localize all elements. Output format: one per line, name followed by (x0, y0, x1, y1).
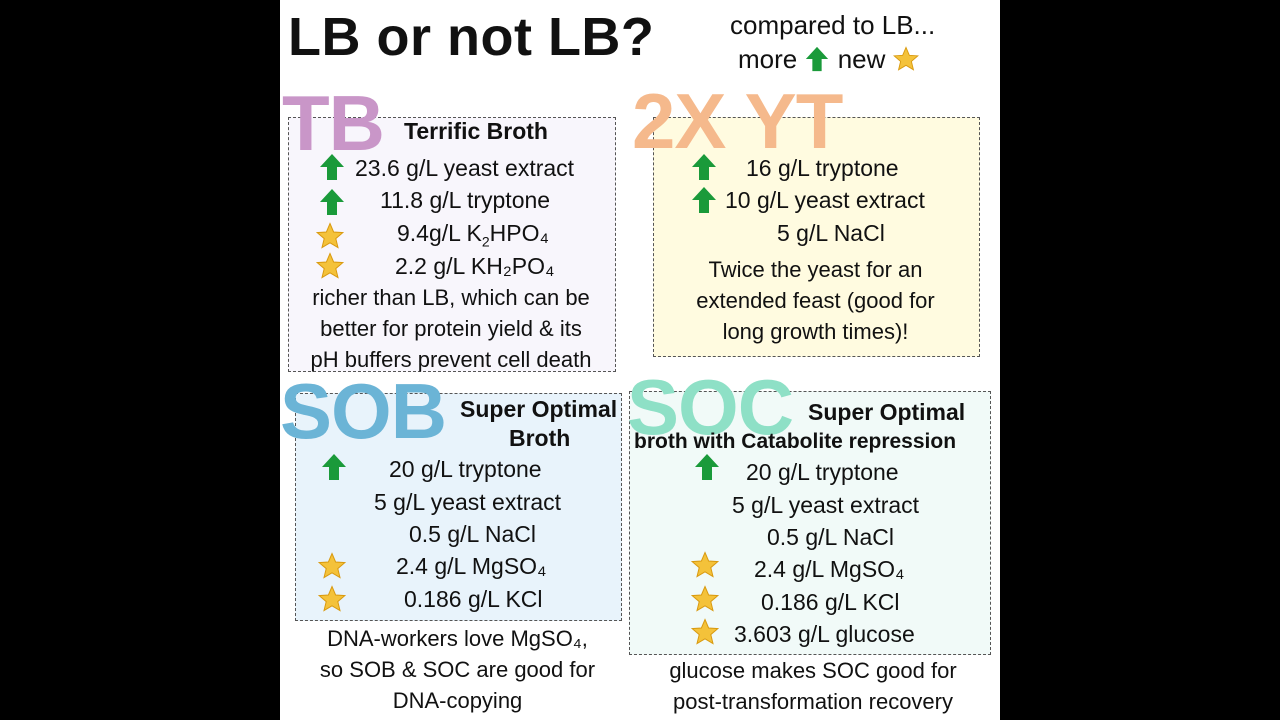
soc-item: 0.5 g/L NaCl (767, 524, 894, 550)
green-up-arrow-icon (318, 188, 346, 216)
soc-name-line2: broth with Catabolite repression (634, 430, 957, 453)
green-up-arrow-icon (690, 186, 718, 214)
tb-item: 23.6 g/L yeast extract (355, 155, 575, 181)
yt-box (653, 117, 980, 357)
sob-item: 2.4 g/L MgSO₄ (396, 553, 547, 579)
sob-item: 0.186 g/L KCl (404, 586, 543, 612)
green-up-arrow-icon (320, 453, 348, 481)
sob-name-line1: Super Optimal (460, 396, 618, 422)
tb-item: 2.2 g/L KH₂PO₄ (395, 253, 555, 279)
soc-box (629, 391, 991, 655)
green-up-arrow-icon (804, 46, 830, 72)
soc-item: 5 g/L yeast extract (732, 492, 920, 518)
sob-item: 0.5 g/L NaCl (409, 521, 536, 547)
yt-item: 16 g/L tryptone (746, 155, 899, 181)
sob-box (295, 393, 622, 621)
gold-star-icon (893, 46, 919, 72)
green-up-arrow-icon (693, 453, 721, 481)
gold-star-icon (691, 551, 719, 579)
yt-item: 10 g/L yeast extract (725, 187, 925, 213)
tb-description: richer than LB, which can be better for p… (310, 285, 592, 372)
sob-name-line2: Broth (509, 425, 571, 451)
soc-name-line1: Super Optimal (808, 399, 966, 425)
soc-item: 20 g/L tryptone (746, 459, 899, 485)
soc-big-label: SOC (627, 363, 794, 451)
gold-star-icon (318, 585, 346, 613)
legend-more-label: more (738, 44, 798, 74)
gold-star-icon (318, 552, 346, 580)
legend-row: more new (738, 44, 919, 75)
tb-item: 11.8 g/L tryptone (380, 187, 551, 213)
legend-caption: compared to LB... (730, 10, 936, 40)
soc-item: 2.4 g/L MgSO₄ (754, 556, 905, 582)
yt-item: 5 g/L NaCl (777, 220, 885, 246)
sob-item: 5 g/L yeast extract (374, 489, 562, 515)
sob-note: DNA-workers love MgSO₄, so SOB & SOC are … (319, 626, 596, 713)
yt-description: Twice the yeast for an extended feast (go… (696, 257, 935, 344)
sob-big-label: SOB (280, 367, 447, 455)
soc-item: 0.186 g/L KCl (761, 589, 900, 615)
tb-big-label: TB (282, 79, 385, 167)
gold-star-icon (691, 585, 719, 613)
green-up-arrow-icon (318, 153, 346, 181)
gold-star-icon (316, 222, 344, 250)
tb-item: 9.4g/L K2HPO₄ (397, 220, 549, 250)
legend-new-label: new (837, 44, 886, 74)
gold-star-icon (691, 618, 719, 646)
tb-box (288, 117, 616, 372)
page-title: LB or not LB? (288, 7, 655, 67)
soc-item: 3.603 g/L glucose (734, 621, 915, 647)
gold-star-icon (316, 252, 344, 280)
soc-note: glucose makes SOC good for post-transform… (669, 658, 957, 714)
green-up-arrow-icon (690, 153, 718, 181)
infographic-sheet: LB or not LB? compared to LB... more new… (280, 0, 1000, 720)
yt-big-label: 2X YT (632, 77, 843, 165)
sob-item: 20 g/L tryptone (389, 456, 542, 482)
tb-full-name: Terrific Broth (404, 118, 548, 144)
